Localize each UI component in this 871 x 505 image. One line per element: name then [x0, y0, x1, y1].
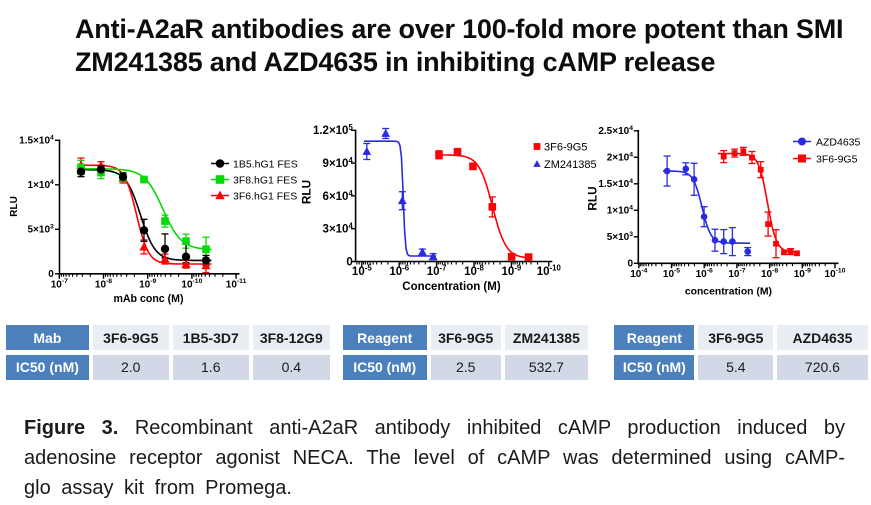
svg-text:1×104: 1×104: [607, 205, 634, 217]
svg-text:0: 0: [346, 256, 352, 268]
svg-text:10-5: 10-5: [352, 264, 372, 279]
svg-text:10-7: 10-7: [51, 278, 68, 291]
svg-text:1.2×105: 1.2×105: [313, 123, 354, 137]
svg-text:1.5×104: 1.5×104: [598, 178, 633, 190]
svg-text:10-8: 10-8: [761, 267, 778, 280]
svg-text:10-6: 10-6: [696, 267, 713, 280]
svg-text:10-11: 10-11: [226, 278, 247, 291]
svg-text:5×103: 5×103: [607, 231, 634, 243]
svg-text:10-8: 10-8: [95, 278, 112, 291]
svg-text:3×104: 3×104: [323, 222, 354, 236]
svg-text:10-7: 10-7: [728, 267, 745, 280]
svg-text:RLU: RLU: [585, 186, 599, 210]
svg-text:10-10: 10-10: [181, 278, 202, 291]
svg-text:9×104: 9×104: [323, 156, 354, 170]
svg-text:10-4: 10-4: [630, 267, 647, 280]
svg-text:mAb conc (M): mAb conc (M): [113, 293, 183, 305]
svg-text:3F6.hG1 FES: 3F6.hG1 FES: [233, 190, 297, 202]
svg-text:10-10: 10-10: [825, 267, 846, 280]
svg-text:0: 0: [48, 269, 54, 280]
svg-text:10-9: 10-9: [502, 264, 522, 279]
svg-text:3F8.hG1 FES: 3F8.hG1 FES: [233, 174, 297, 186]
svg-text:RLU: RLU: [9, 196, 20, 217]
svg-text:2.5×104: 2.5×104: [598, 125, 633, 137]
svg-text:5×103: 5×103: [27, 224, 54, 236]
svg-text:10-10: 10-10: [537, 264, 562, 279]
svg-text:0: 0: [627, 259, 633, 270]
svg-text:1×104: 1×104: [27, 179, 54, 191]
svg-text:10-9: 10-9: [139, 278, 156, 291]
svg-text:AZD4635: AZD4635: [816, 136, 861, 148]
svg-text:2×104: 2×104: [607, 152, 634, 164]
svg-text:1.5×104: 1.5×104: [19, 135, 54, 147]
svg-text:6×104: 6×104: [323, 189, 354, 203]
svg-text:RLU: RLU: [299, 180, 313, 204]
svg-text:10-9: 10-9: [794, 267, 811, 280]
svg-text:3F6-9G5: 3F6-9G5: [816, 153, 858, 165]
svg-text:1B5.hG1 FES: 1B5.hG1 FES: [233, 158, 298, 170]
svg-text:ZM241385: ZM241385: [544, 159, 597, 171]
svg-text:concentration (M): concentration (M): [685, 287, 772, 298]
svg-text:10-7: 10-7: [427, 264, 447, 279]
svg-text:10-8: 10-8: [464, 264, 484, 279]
svg-text:10-5: 10-5: [663, 267, 680, 280]
svg-text:Concentration (M): Concentration (M): [402, 281, 501, 293]
svg-text:10-6: 10-6: [389, 264, 409, 279]
svg-text:3F6-9G5: 3F6-9G5: [544, 141, 587, 153]
